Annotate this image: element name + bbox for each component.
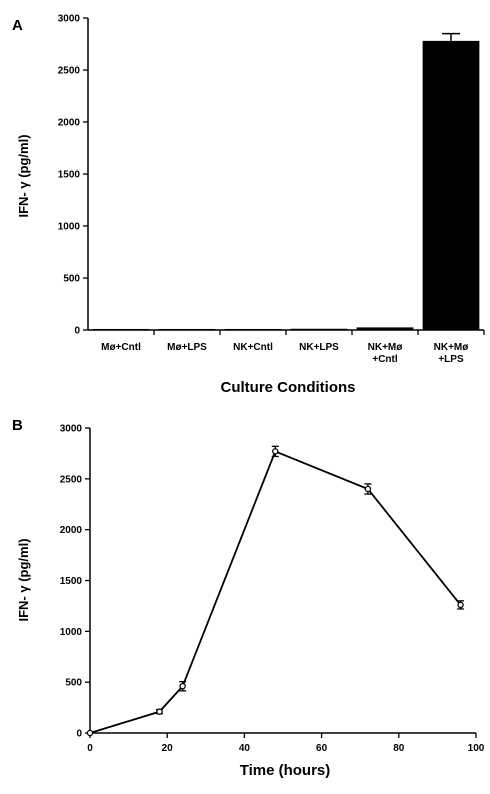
bar <box>224 328 282 331</box>
y-tick-label: 2000 <box>60 525 83 536</box>
y-tick-label: 500 <box>65 678 82 689</box>
series-line <box>89 450 462 734</box>
x-tick-label: 40 <box>239 743 251 754</box>
x-tick-label: 60 <box>316 743 328 754</box>
category-label: Mø+Cntl <box>101 342 141 353</box>
y-tick-label: 3000 <box>60 424 83 435</box>
data-point <box>156 708 163 715</box>
category-label: Mø+LPS <box>167 342 207 353</box>
data-point <box>272 448 279 455</box>
panel-a-y-axis-title: IFN- γ (pg/ml) <box>16 134 31 217</box>
panel-a-chart: A Culture Conditions IFN- γ (pg/ml) 0 500… <box>12 14 485 396</box>
y-tick-label: 500 <box>63 274 80 285</box>
category-label: +LPS <box>438 354 464 365</box>
bar <box>290 328 348 331</box>
category-label: +Cntl <box>372 354 398 365</box>
bar <box>422 40 480 330</box>
y-tick-label: 1000 <box>58 222 81 233</box>
x-tick-label: 0 <box>87 743 93 754</box>
category-label: NK+LPS <box>299 342 339 353</box>
data-point <box>179 682 186 690</box>
x-tick-label: 100 <box>468 743 485 754</box>
panel-b-y-axis-title: IFN- γ (pg/ml) <box>16 538 31 621</box>
data-point <box>457 601 464 609</box>
y-tick-label: 1500 <box>58 170 81 181</box>
x-tick-label: 20 <box>162 743 174 754</box>
y-tick-label: 2500 <box>58 66 81 77</box>
data-point <box>86 729 94 737</box>
panel-b-letter: B <box>12 417 23 434</box>
y-tick-label: 1000 <box>60 627 83 638</box>
data-point <box>364 485 372 493</box>
y-tick-label: 0 <box>76 729 82 740</box>
panel-b-x-axis-title: Time (hours) <box>240 762 331 779</box>
y-tick-label: 2500 <box>60 474 83 485</box>
category-label: NK+Mø <box>434 342 470 353</box>
y-tick-label: 1500 <box>60 576 83 587</box>
category-label: NK+Mø <box>368 342 404 353</box>
y-tick-label: 3000 <box>58 14 81 25</box>
y-tick-label: 2000 <box>58 118 81 129</box>
category-label: NK+Cntl <box>233 342 273 353</box>
bar <box>356 327 414 330</box>
panel-a-letter: A <box>12 17 23 34</box>
bar <box>158 328 216 331</box>
y-tick-label: 0 <box>74 326 80 337</box>
panel-a-x-axis-title: Culture Conditions <box>221 379 356 396</box>
x-tick-label: 80 <box>393 743 405 754</box>
bar <box>92 328 150 331</box>
panel-b-chart: B Time (hours) IFN- γ (pg/ml) 0500100015… <box>12 417 485 779</box>
